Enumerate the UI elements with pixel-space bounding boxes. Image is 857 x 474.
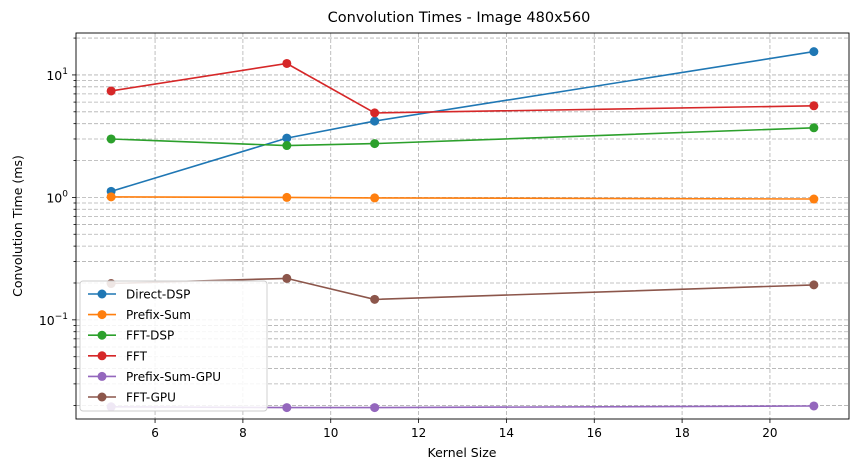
x-tick-label: 14 (499, 426, 514, 440)
legend-label: Direct-DSP (126, 288, 190, 302)
legend-label: FFT-GPU (126, 391, 176, 405)
data-point (106, 86, 116, 96)
data-point (809, 101, 819, 111)
data-point (282, 192, 292, 202)
series-line (111, 196, 814, 200)
data-point (809, 123, 819, 133)
plot-frame (75, 32, 850, 420)
x-tick-label: 6 (151, 426, 159, 440)
data-point (370, 139, 380, 149)
legend-marker (97, 351, 107, 361)
x-tick-label: 10 (323, 426, 338, 440)
data-point (282, 273, 292, 283)
legend-box (79, 280, 268, 412)
data-point (370, 294, 380, 304)
data-point (370, 193, 380, 203)
legend-marker (97, 289, 107, 299)
data-point (370, 108, 380, 118)
x-tick-label: 20 (762, 426, 777, 440)
data-point (282, 141, 292, 151)
legend-label: Prefix-Sum (126, 308, 191, 322)
data-point (370, 403, 380, 413)
data-point (106, 192, 116, 202)
legend-label: FFT (126, 349, 148, 363)
data-point (809, 47, 819, 57)
x-axis-label: Kernel Size (428, 445, 497, 460)
y-tick-label: 100 (46, 189, 68, 205)
data-point (809, 194, 819, 204)
x-tick-label: 12 (411, 426, 426, 440)
legend-label: Prefix-Sum-GPU (126, 370, 221, 384)
y-axis-label: Convolution Time (ms) (10, 155, 25, 297)
series-line (110, 62, 814, 114)
legend: Direct-DSP Prefix-Sum FFT-DSP FFT Prefix-Sum… (79, 280, 268, 412)
legend-marker (97, 330, 107, 340)
data-point (282, 133, 292, 143)
y-tick-label: 101 (46, 67, 68, 83)
y-tick-label: 10−1 (39, 312, 68, 328)
series-line (110, 50, 815, 193)
legend-marker (97, 392, 107, 402)
series-line (111, 127, 814, 147)
x-tick-label: 18 (674, 426, 689, 440)
legend-marker (97, 310, 107, 320)
data-point (282, 58, 292, 68)
data-point (106, 134, 116, 144)
chart-title: Convolution Times - Image 480x560 (328, 10, 591, 26)
x-tick-label: 16 (587, 426, 602, 440)
data-point (809, 401, 819, 411)
data-point (282, 403, 292, 413)
axes: 6 8 10 12 14 16 18 20 10−1 100 101 (39, 37, 778, 440)
legend-label: FFT-DSP (126, 329, 174, 343)
legend-marker (97, 371, 107, 381)
x-tick-label: 8 (239, 426, 247, 440)
data-point (809, 280, 819, 290)
data-point (370, 116, 380, 126)
